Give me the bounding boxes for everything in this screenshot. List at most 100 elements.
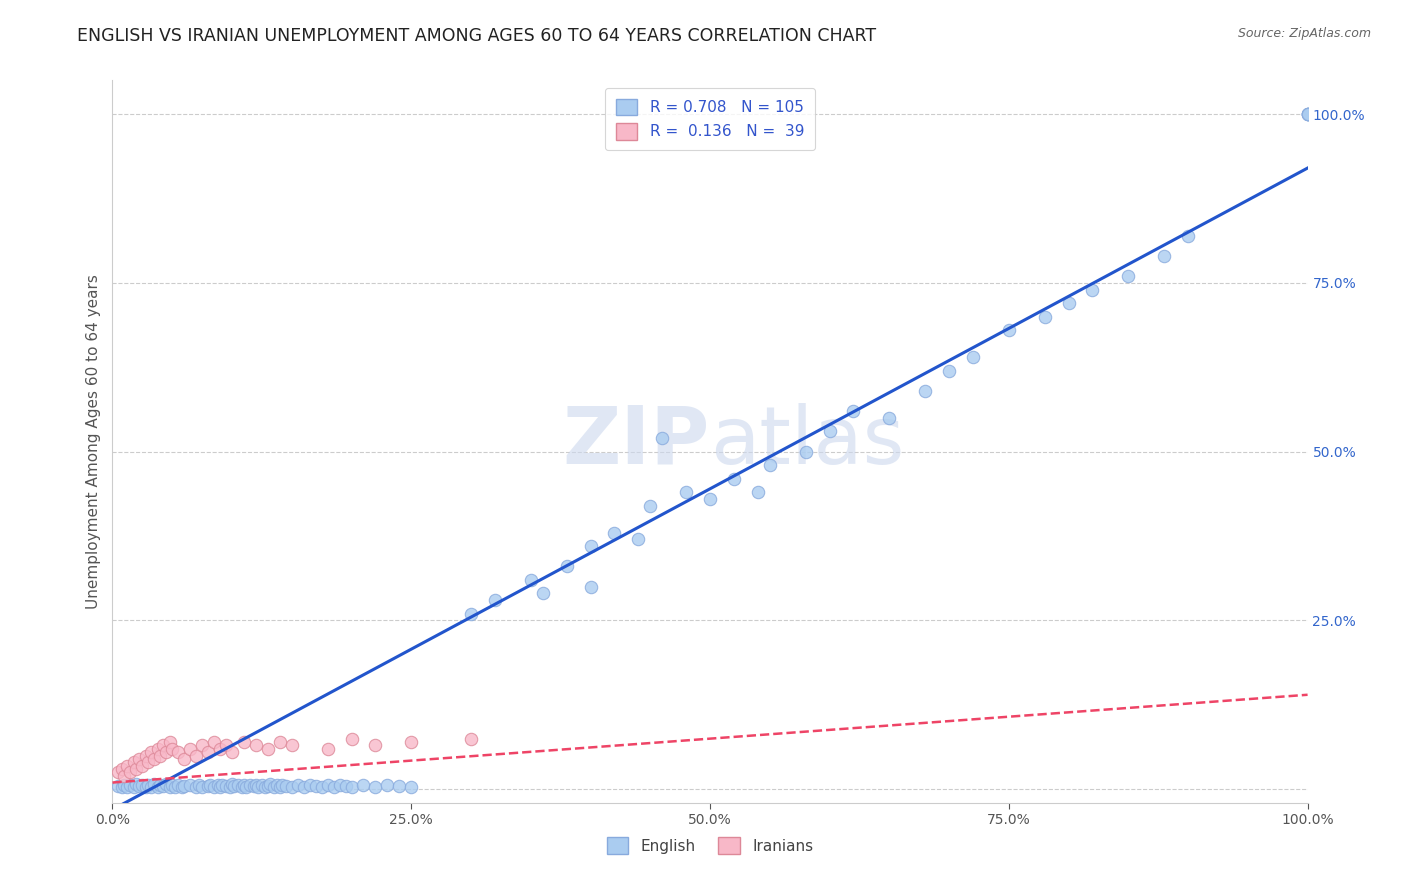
Point bbox=[259, 777, 281, 791]
Point bbox=[329, 778, 352, 792]
Point bbox=[250, 778, 273, 792]
Point bbox=[245, 739, 267, 753]
Point bbox=[316, 741, 339, 756]
Point bbox=[747, 485, 769, 500]
Point bbox=[131, 778, 153, 792]
Text: ZIP: ZIP bbox=[562, 402, 710, 481]
Point bbox=[998, 323, 1021, 337]
Point bbox=[125, 762, 148, 776]
Point bbox=[120, 778, 142, 792]
Point bbox=[254, 780, 277, 795]
Point bbox=[311, 780, 333, 794]
Point bbox=[107, 779, 129, 793]
Point bbox=[122, 780, 145, 795]
Point bbox=[233, 735, 256, 749]
Point bbox=[274, 779, 297, 793]
Point bbox=[247, 780, 270, 794]
Legend: English, Iranians: English, Iranians bbox=[600, 831, 820, 860]
Point bbox=[139, 745, 162, 759]
Point bbox=[938, 364, 960, 378]
Point bbox=[138, 778, 160, 792]
Point bbox=[388, 779, 411, 793]
Point bbox=[962, 350, 984, 364]
Point bbox=[281, 739, 304, 753]
Point bbox=[226, 778, 249, 792]
Point bbox=[914, 384, 936, 398]
Point bbox=[531, 586, 554, 600]
Point bbox=[143, 777, 166, 791]
Point bbox=[146, 741, 169, 756]
Point bbox=[364, 780, 387, 795]
Point bbox=[152, 779, 174, 793]
Point bbox=[235, 780, 257, 795]
Point bbox=[699, 491, 721, 506]
Point bbox=[122, 756, 145, 770]
Point bbox=[186, 780, 208, 794]
Point bbox=[191, 780, 214, 795]
Point bbox=[1296, 107, 1319, 121]
Point bbox=[114, 769, 135, 783]
Point bbox=[120, 765, 142, 780]
Point bbox=[257, 779, 280, 793]
Point bbox=[179, 741, 201, 756]
Point bbox=[879, 411, 901, 425]
Point bbox=[197, 779, 219, 793]
Point bbox=[111, 762, 134, 776]
Point bbox=[579, 539, 602, 553]
Point bbox=[651, 431, 673, 445]
Point bbox=[115, 780, 138, 794]
Point bbox=[231, 780, 253, 794]
Point bbox=[1033, 310, 1056, 324]
Point bbox=[675, 485, 697, 500]
Point bbox=[162, 778, 183, 792]
Point bbox=[239, 778, 262, 792]
Point bbox=[401, 780, 423, 794]
Point bbox=[163, 780, 186, 794]
Point bbox=[1057, 296, 1080, 310]
Point bbox=[197, 745, 219, 759]
Point bbox=[245, 778, 267, 792]
Point bbox=[842, 404, 865, 418]
Point bbox=[155, 777, 177, 791]
Point bbox=[627, 533, 650, 547]
Y-axis label: Unemployment Among Ages 60 to 64 years: Unemployment Among Ages 60 to 64 years bbox=[86, 274, 101, 609]
Point bbox=[242, 779, 264, 793]
Point bbox=[305, 779, 328, 793]
Point bbox=[143, 752, 166, 766]
Point bbox=[340, 780, 363, 794]
Point bbox=[173, 779, 195, 793]
Point bbox=[167, 778, 190, 792]
Point bbox=[520, 573, 543, 587]
Point bbox=[152, 739, 174, 753]
Point bbox=[128, 779, 150, 793]
Point bbox=[200, 778, 222, 792]
Point bbox=[221, 745, 243, 759]
Point bbox=[135, 780, 157, 794]
Text: atlas: atlas bbox=[710, 402, 904, 481]
Point bbox=[1118, 269, 1140, 284]
Point bbox=[221, 777, 243, 791]
Text: Source: ZipAtlas.com: Source: ZipAtlas.com bbox=[1237, 27, 1371, 40]
Point bbox=[322, 780, 344, 795]
Point bbox=[138, 756, 160, 770]
Point bbox=[364, 739, 387, 753]
Point bbox=[401, 735, 423, 749]
Point bbox=[287, 778, 309, 792]
Point bbox=[209, 780, 232, 795]
Point bbox=[215, 739, 238, 753]
Point bbox=[135, 748, 157, 763]
Point bbox=[1296, 107, 1319, 121]
Point bbox=[460, 731, 482, 746]
Point bbox=[186, 748, 208, 763]
Point bbox=[211, 778, 233, 792]
Point bbox=[603, 525, 626, 540]
Point bbox=[125, 777, 148, 791]
Point bbox=[1153, 249, 1175, 263]
Point bbox=[1296, 107, 1319, 121]
Point bbox=[352, 778, 374, 792]
Point bbox=[640, 499, 662, 513]
Point bbox=[107, 765, 129, 780]
Point bbox=[162, 741, 183, 756]
Point bbox=[281, 780, 304, 794]
Point bbox=[167, 745, 190, 759]
